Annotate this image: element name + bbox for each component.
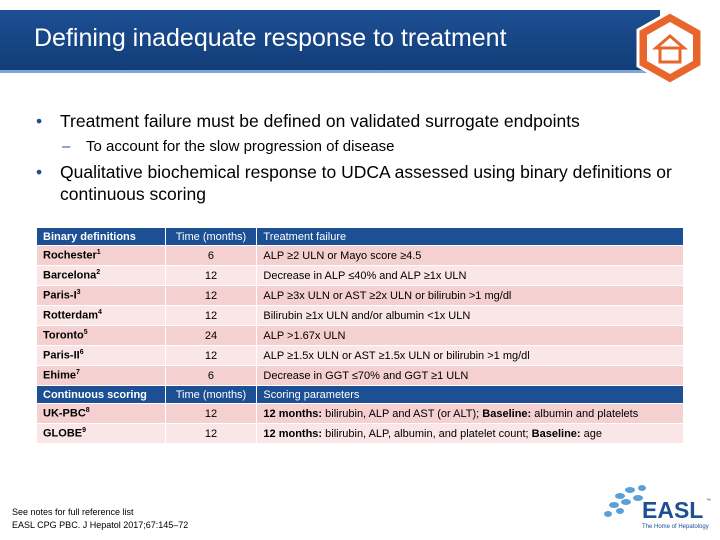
reference: 6	[79, 349, 84, 357]
time-cell: 6	[164, 365, 258, 386]
criteria-text: ALP ≥2 ULN or Mayo score ≥4.5	[263, 249, 422, 262]
criteria-cell: ALP ≥3x ULN or AST ≥2x ULN or bilirubin …	[256, 285, 684, 306]
reference: 1	[96, 249, 101, 257]
time-cell: 12	[164, 423, 258, 444]
criteria-text: ALP ≥3x ULN or AST ≥2x ULN or bilirubin …	[263, 289, 512, 302]
name-cell: Rotterdam4	[36, 305, 166, 326]
criteria-text: 12 months:	[263, 427, 323, 440]
time-cell: 12	[164, 305, 258, 326]
reference: 2	[96, 269, 101, 277]
home-icon[interactable]	[632, 8, 708, 88]
bullet: Treatment failure must be defined on val…	[36, 110, 676, 132]
name-cell: GLOBE9	[36, 423, 166, 444]
footnote: EASL CPG PBC. J Hepatol 2017;67:145–72	[12, 520, 189, 530]
name-cell: Barcelona2	[36, 265, 166, 286]
criteria-text: age	[580, 427, 602, 440]
table-row: GLOBE9 12 12 months: bilirubin, ALP, album…	[36, 423, 684, 444]
criteria-text: Decrease in ALP ≤40% and ALP ≥1x ULN	[263, 269, 467, 282]
name: Barcelona	[43, 269, 97, 282]
response-table: Binary definitions Time (months) Treatment…	[36, 227, 684, 444]
criteria-cell: ALP ≥1.5x ULN or AST ≥1.5x ULN or biliru…	[256, 345, 684, 366]
bullet: To account for the slow progression of d…	[36, 137, 676, 157]
criteria-cell: ALP ≥2 ULN or Mayo score ≥4.5	[256, 245, 684, 266]
criteria-text: albumin and platelets	[531, 407, 639, 420]
table-row: Rotterdam4 12 Bilirubin ≥1x ULN and/or alb…	[36, 305, 684, 326]
time-cell: 12	[164, 285, 258, 306]
name: GLOBE	[43, 427, 83, 440]
name-cell: Paris-I3	[36, 285, 166, 306]
header-row: Continuous scoring Time (months) Scoring p…	[36, 385, 684, 404]
reference: 3	[76, 289, 81, 297]
header-cell: Treatment failure	[256, 227, 684, 246]
header-cell: Scoring parameters	[256, 385, 684, 404]
name-cell: UK-PBC8	[36, 403, 166, 424]
header-cell: Binary definitions	[36, 227, 166, 246]
time-cell: 24	[164, 325, 258, 346]
criteria-text: bilirubin, ALP and AST (or ALT);	[322, 407, 483, 420]
name: Ehime	[43, 369, 77, 382]
name-cell: Toronto5	[36, 325, 166, 346]
logo-tm: ™	[706, 498, 711, 504]
name: Rotterdam	[43, 309, 99, 322]
time-cell: 12	[164, 265, 258, 286]
criteria-cell: Bilirubin ≥1x ULN and/or albumin <1x ULN	[256, 305, 684, 326]
name: Paris-II	[43, 349, 80, 362]
name-cell: Ehime7	[36, 365, 166, 386]
table-row: Paris-I3 12 ALP ≥3x ULN or AST ≥2x ULN or …	[36, 285, 684, 306]
criteria-cell: 12 months: bilirubin, ALP and AST (or AL…	[256, 403, 684, 424]
name: Paris-I	[43, 289, 77, 302]
reference: 4	[98, 309, 102, 317]
time-cell: 12	[164, 345, 258, 366]
name: Rochester	[43, 249, 97, 262]
criteria-text: ALP >1.67x ULN	[263, 329, 346, 342]
criteria-cell: Decrease in ALP ≤40% and ALP ≥1x ULN	[256, 265, 684, 286]
name: UK-PBC	[43, 407, 86, 420]
title-bar	[0, 10, 660, 73]
slide-title: Defining inadequate response to treatmen…	[34, 24, 507, 52]
criteria-text: 12 months:	[263, 407, 323, 420]
bullet-list: Treatment failure must be defined on val…	[36, 110, 676, 210]
criteria-text: ALP ≥1.5x ULN or AST ≥1.5x ULN or biliru…	[263, 349, 530, 362]
logo-tagline: The Home of Hepatology	[642, 524, 709, 530]
easl-logo: EASL ™ The Home of Hepatology	[604, 485, 711, 530]
criteria-text: Decrease in GGT ≤70% and GGT ≥1 ULN	[263, 369, 469, 382]
time-cell: 12	[164, 403, 258, 424]
logo-name: EASL	[642, 497, 703, 523]
criteria-cell: Decrease in GGT ≤70% and GGT ≥1 ULN	[256, 365, 684, 386]
name: Toronto	[43, 329, 84, 342]
name-cell: Rochester1	[36, 245, 166, 266]
reference: 7	[76, 369, 80, 377]
table-row: Barcelona2 12 Decrease in ALP ≤40% and ALP…	[36, 265, 684, 286]
table-row: Rochester1 6 ALP ≥2 ULN or Mayo score ≥4.5	[36, 245, 684, 266]
time-cell: 6	[164, 245, 258, 266]
criteria-text: Bilirubin ≥1x ULN and/or albumin <1x ULN	[263, 309, 471, 322]
criteria-text: bilirubin, ALP, albumin, and platelet co…	[322, 427, 532, 440]
reference: 9	[82, 427, 87, 435]
criteria-cell: ALP >1.67x ULN	[256, 325, 684, 346]
name-cell: Paris-II6	[36, 345, 166, 366]
bullet: Qualitative biochemical response to UDCA…	[36, 161, 676, 205]
table-row: Toronto5 24 ALP >1.67x ULN	[36, 325, 684, 346]
criteria-cell: 12 months: bilirubin, ALP, albumin, and …	[256, 423, 684, 444]
header-cell: Time (months)	[164, 385, 258, 404]
table-row: Ehime7 6 Decrease in GGT ≤70% and GGT ≥1 U…	[36, 365, 684, 386]
table-row: UK-PBC8 12 12 months: bilirubin, ALP and A…	[36, 403, 684, 424]
table-row: Paris-II6 12 ALP ≥1.5x ULN or AST ≥1.5x UL…	[36, 345, 684, 366]
criteria-text: Baseline:	[482, 407, 532, 420]
footnote: See notes for full reference list	[12, 507, 134, 517]
header-cell: Time (months)	[164, 227, 258, 246]
header-cell: Continuous scoring	[36, 385, 166, 404]
reference: 8	[85, 407, 90, 415]
reference: 5	[83, 329, 88, 337]
header-row: Binary definitions Time (months) Treatment…	[36, 227, 684, 246]
criteria-text: Baseline:	[531, 427, 581, 440]
footer: See notes for full reference list EASL CP…	[12, 506, 188, 532]
